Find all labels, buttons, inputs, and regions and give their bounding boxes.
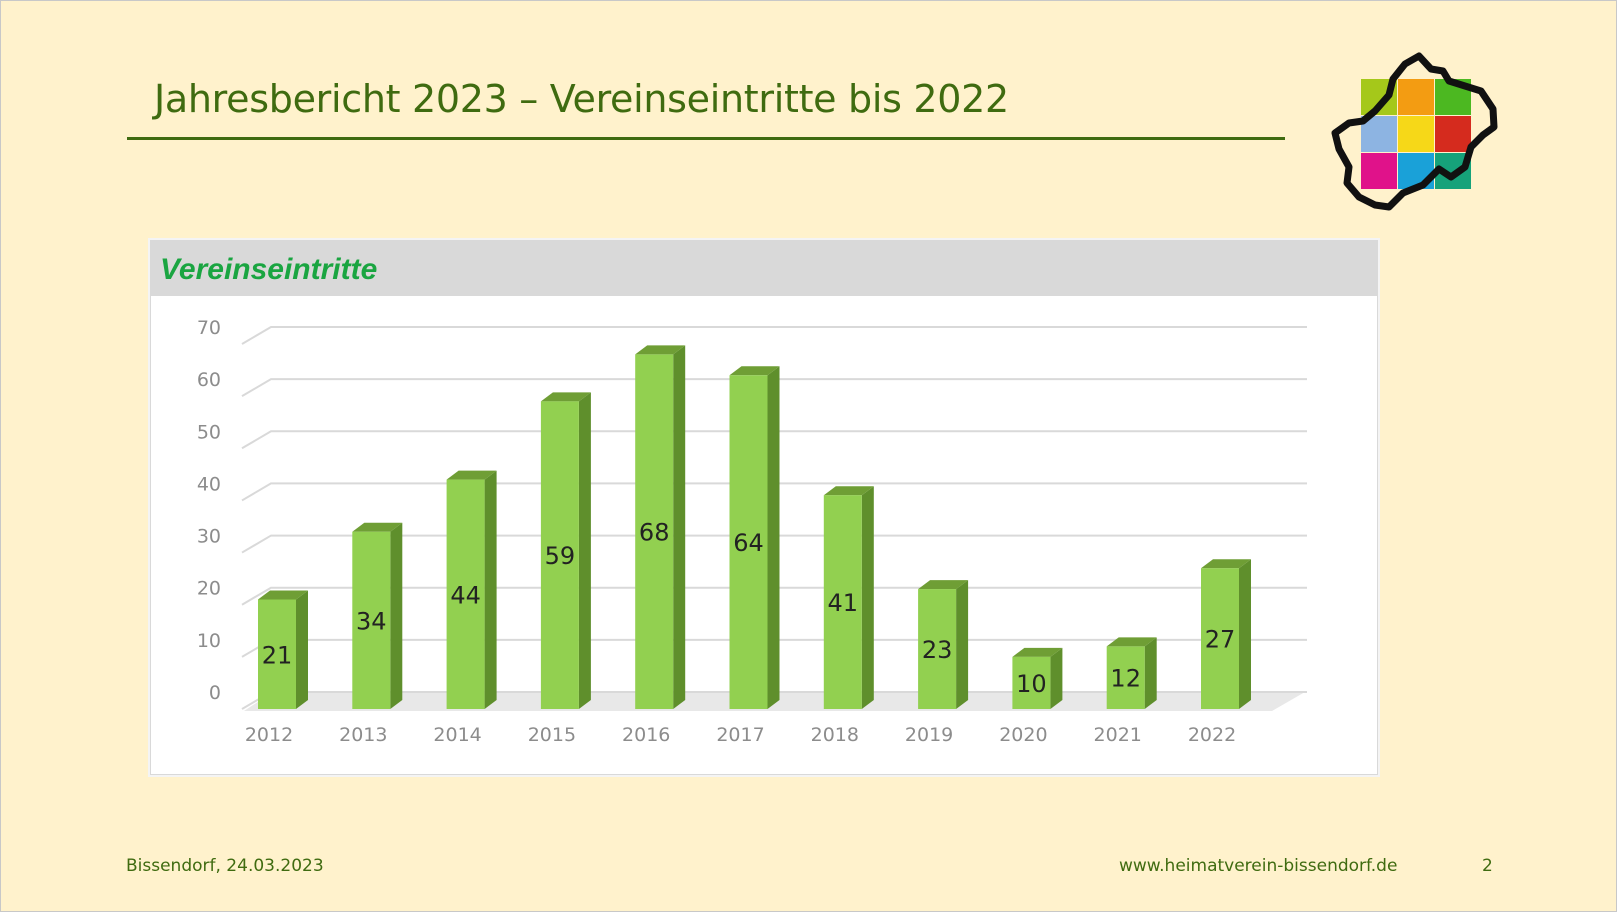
y-tick-label: 70 — [197, 317, 221, 339]
data-label: 59 — [545, 542, 576, 570]
x-tick-label: 2012 — [245, 724, 293, 746]
data-label: 27 — [1205, 626, 1236, 654]
bar-side — [673, 345, 686, 709]
gridline — [241, 534, 1307, 554]
bar — [1012, 656, 1051, 709]
bar-top — [729, 366, 780, 376]
bar-top — [258, 590, 308, 600]
y-tick-label: 0 — [209, 682, 221, 704]
data-label: 10 — [1016, 670, 1047, 698]
bar — [446, 479, 485, 709]
x-tick-label: 2016 — [622, 724, 670, 746]
y-tick-label: 60 — [197, 369, 221, 391]
bar-side — [578, 392, 591, 709]
logo-tile — [1361, 153, 1397, 189]
bar-side — [767, 366, 780, 709]
bar-side — [861, 486, 874, 709]
bar-chart: 0 10 20 30 40 50 60 70 21 2012 34 2013 44 2014 59 2015 6… — [197, 317, 1307, 746]
logo-tile — [1398, 116, 1434, 152]
x-tick-label: 2015 — [528, 724, 576, 746]
data-label: 21 — [262, 641, 293, 669]
x-tick-label: 2020 — [999, 724, 1047, 746]
bar-top — [823, 486, 874, 496]
bar-side — [484, 470, 497, 709]
footer-website: www.heimatverein-bissendorf.de — [1119, 856, 1398, 876]
municipality-map-logo-icon — [1331, 52, 1498, 211]
bar-top — [352, 522, 403, 532]
y-tick-label: 20 — [197, 578, 221, 600]
data-label: 34 — [356, 607, 387, 635]
y-tick-label: 40 — [197, 473, 221, 495]
x-tick-label: 2013 — [339, 724, 387, 746]
gridline — [241, 378, 1307, 398]
logo-tile — [1435, 116, 1471, 152]
y-tick-label: 50 — [197, 421, 221, 443]
slide-title: Jahresbericht 2023 – Vereinseintritte bi… — [154, 77, 1009, 121]
bar-side — [296, 590, 308, 709]
x-tick-label: 2019 — [905, 724, 953, 746]
footer-date: Bissendorf, 24.03.2023 — [126, 856, 324, 876]
bar — [258, 599, 296, 709]
data-label: 41 — [828, 589, 859, 617]
bar-side — [1239, 559, 1251, 709]
gridline — [241, 482, 1307, 502]
bar — [918, 589, 957, 709]
logo-tile — [1398, 79, 1434, 115]
bar — [729, 375, 768, 709]
bar — [540, 401, 579, 709]
bar-top — [1106, 637, 1157, 647]
chart-header: Vereinseintritte — [151, 241, 1377, 296]
bar — [352, 531, 391, 709]
bar-side — [1144, 637, 1157, 709]
bar-top — [918, 580, 969, 590]
bar-top — [1201, 559, 1251, 569]
bar-top — [1012, 647, 1063, 657]
y-tick-label: 30 — [197, 526, 221, 548]
data-label: 64 — [733, 529, 764, 557]
bar-top — [635, 345, 686, 355]
x-tick-label: 2017 — [716, 724, 764, 746]
data-label: 44 — [450, 581, 481, 609]
bar-side — [956, 580, 969, 709]
bar — [1201, 568, 1239, 709]
gridline — [241, 430, 1307, 450]
x-tick-label: 2022 — [1188, 724, 1236, 746]
data-label: 12 — [1110, 665, 1141, 693]
data-label: 68 — [639, 519, 670, 547]
bar-top — [446, 470, 497, 480]
chart-panel: Vereinseintritte 0 10 20 30 40 50 60 70 21 2012 34… — [150, 240, 1378, 775]
bar — [823, 495, 862, 709]
gridline — [241, 326, 1307, 345]
bar-top — [540, 392, 591, 402]
y-tick-label: 10 — [197, 630, 221, 652]
x-tick-label: 2018 — [811, 724, 859, 746]
bar-side — [1050, 647, 1063, 709]
bar-side — [390, 522, 403, 709]
chart-title: Vereinseintritte — [160, 253, 378, 286]
x-tick-label: 2021 — [1094, 724, 1142, 746]
bar — [635, 354, 674, 709]
page-number: 2 — [1482, 856, 1493, 876]
x-tick-label: 2014 — [433, 724, 481, 746]
data-label: 23 — [922, 636, 953, 664]
title-underline — [127, 137, 1285, 140]
bar — [1106, 646, 1145, 709]
